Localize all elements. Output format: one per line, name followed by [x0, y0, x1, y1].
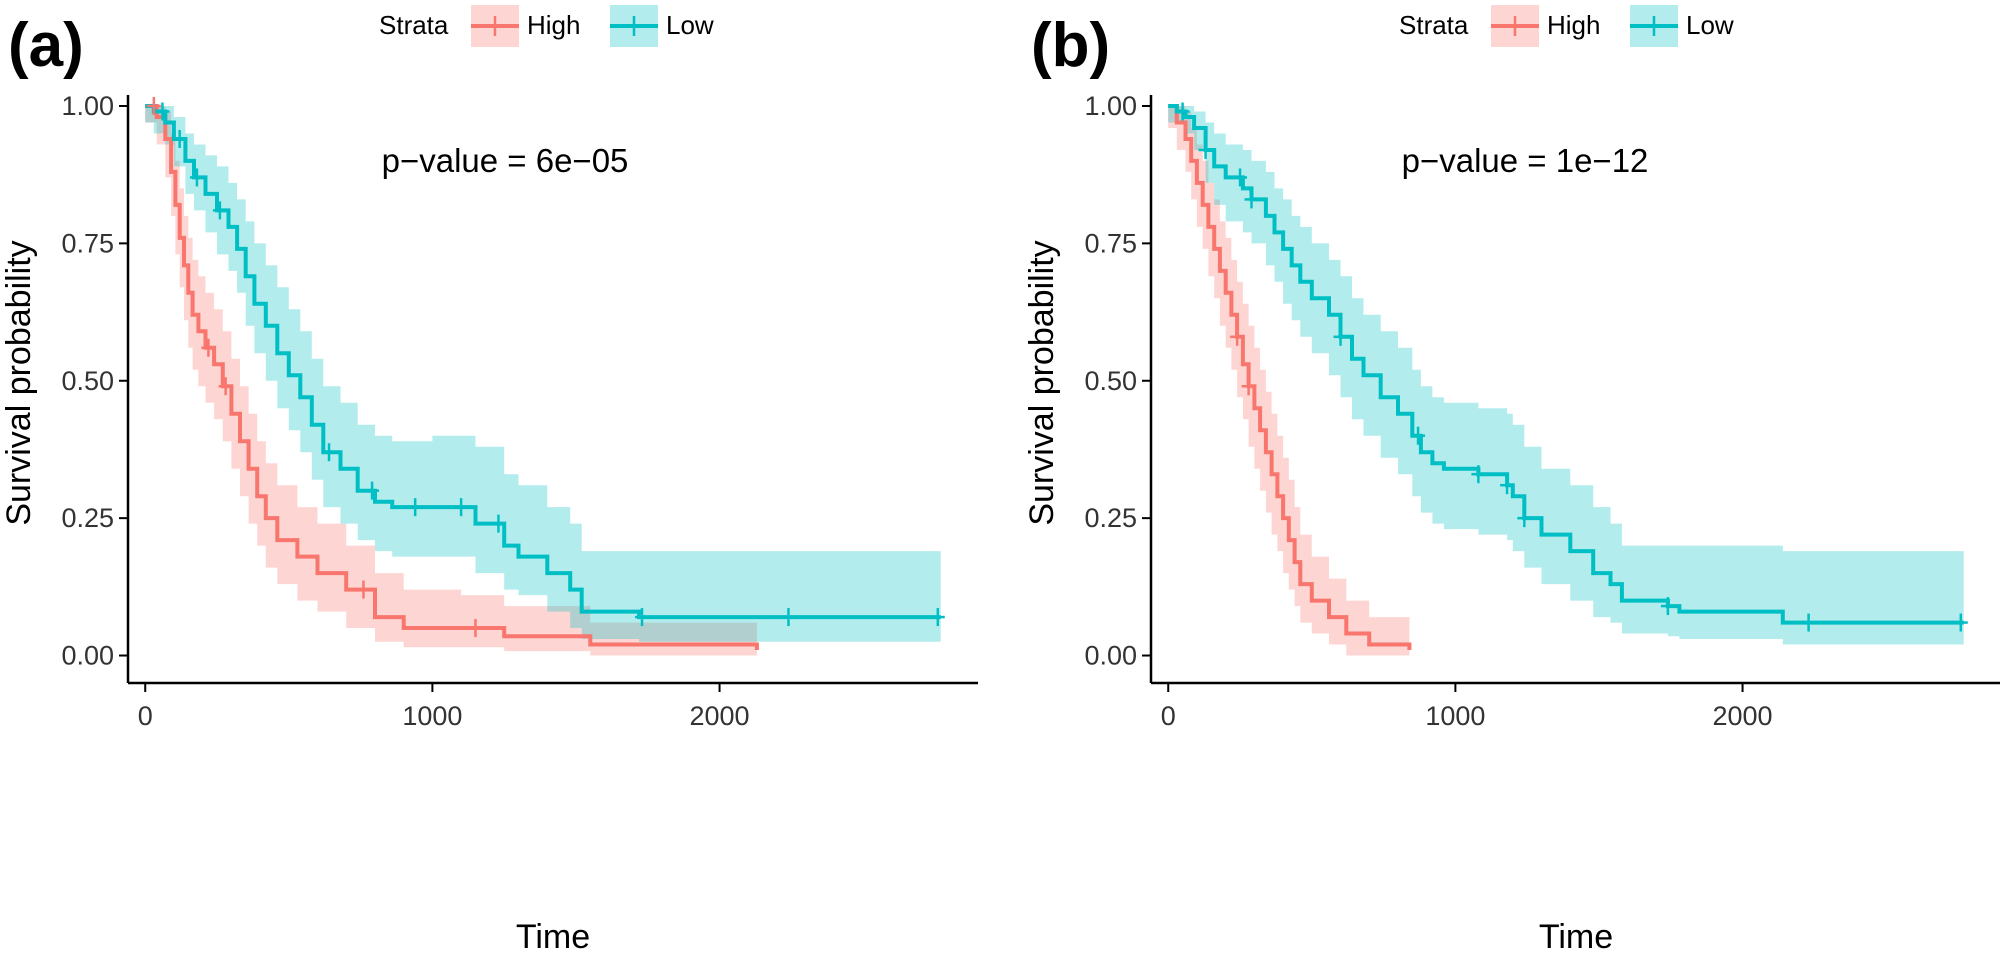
panel-a-x-tick-label: 2000 — [690, 701, 750, 731]
panel-a: (a) Strata High Low — [0, 5, 978, 955]
panel-b-ribbon-low — [1168, 106, 1964, 645]
panel-b-legend-label-high: High — [1547, 10, 1600, 40]
panel-a-y-axis-title: Survival probability — [0, 240, 38, 525]
panel-b-y-tick-label: 0.25 — [1084, 503, 1137, 533]
panel-a-x-ticks: 0 1000 2000 — [138, 683, 750, 731]
panel-a-ribbon-high — [145, 106, 757, 656]
panel-b-y-tick-label: 0.50 — [1084, 366, 1137, 396]
panel-b-p-value: p−value = 1e−12 — [1402, 142, 1649, 179]
panel-a-y-tick-label: 1.00 — [61, 91, 114, 121]
panel-a-legend-label-low: Low — [666, 10, 714, 40]
panel-b-y-tick-label: 0.00 — [1084, 641, 1137, 671]
panel-b-y-axis-title: Survival probability — [1023, 240, 1061, 525]
panel-a-curve-low — [145, 104, 941, 620]
panel-a-censor-low — [155, 102, 945, 627]
panel-a-label: (a) — [8, 11, 84, 80]
panel-b-x-tick-label: 0 — [1161, 701, 1176, 731]
panel-a-curve-high — [145, 104, 759, 650]
panel-a-censor-high — [146, 96, 483, 638]
panel-b-legend-title: Strata — [1399, 10, 1469, 40]
panel-b-curve-low — [1168, 104, 1964, 625]
panel-a-legend-title: Strata — [379, 10, 449, 40]
panel-b-x-tick-label: 1000 — [1425, 701, 1485, 731]
panel-a-y-tick-label: 0.75 — [61, 228, 114, 258]
panel-a-x-tick-label: 1000 — [402, 701, 462, 731]
panel-a-y-tick-label: 0.25 — [61, 503, 114, 533]
panel-a-curves — [145, 104, 941, 650]
panel-a-legend-label-high: High — [527, 10, 580, 40]
panel-b-ribbons — [1168, 106, 1964, 656]
panel-b-x-ticks: 0 1000 2000 — [1161, 683, 1773, 731]
panel-b-censor-high — [1230, 327, 1256, 396]
panel-b-x-tick-label: 2000 — [1713, 701, 1773, 731]
panel-a-y-ticks: 0.00 0.25 0.50 0.75 1.00 — [61, 91, 128, 671]
panel-a-y-tick-label: 0.50 — [61, 366, 114, 396]
panel-a-legend: Strata High Low — [379, 5, 714, 47]
panel-b-y-ticks: 0.00 0.25 0.50 0.75 1.00 — [1084, 91, 1151, 671]
panel-b-label: (b) — [1031, 11, 1110, 80]
panel-b-y-tick-label: 1.00 — [1084, 91, 1137, 121]
panel-a-y-tick-label: 0.00 — [61, 641, 114, 671]
panel-b-x-axis-title: Time — [1539, 918, 1613, 955]
panel-a-p-value: p−value = 6e−05 — [382, 142, 629, 179]
panel-b-y-tick-label: 0.75 — [1084, 228, 1137, 258]
panel-a-x-axis-title: Time — [516, 918, 590, 955]
panel-b-ribbon-high — [1168, 106, 1410, 656]
panel-b-legend: Strata High Low — [1399, 5, 1734, 47]
panel-a-x-tick-label: 0 — [138, 701, 153, 731]
panel-a-ribbon-low — [145, 106, 941, 642]
panel-b: (b) Strata High Low — [1023, 5, 2000, 955]
panel-b-legend-label-low: Low — [1686, 10, 1734, 40]
panel-a-ribbons — [145, 106, 941, 656]
panel-b-censor-low — [1175, 102, 1968, 632]
